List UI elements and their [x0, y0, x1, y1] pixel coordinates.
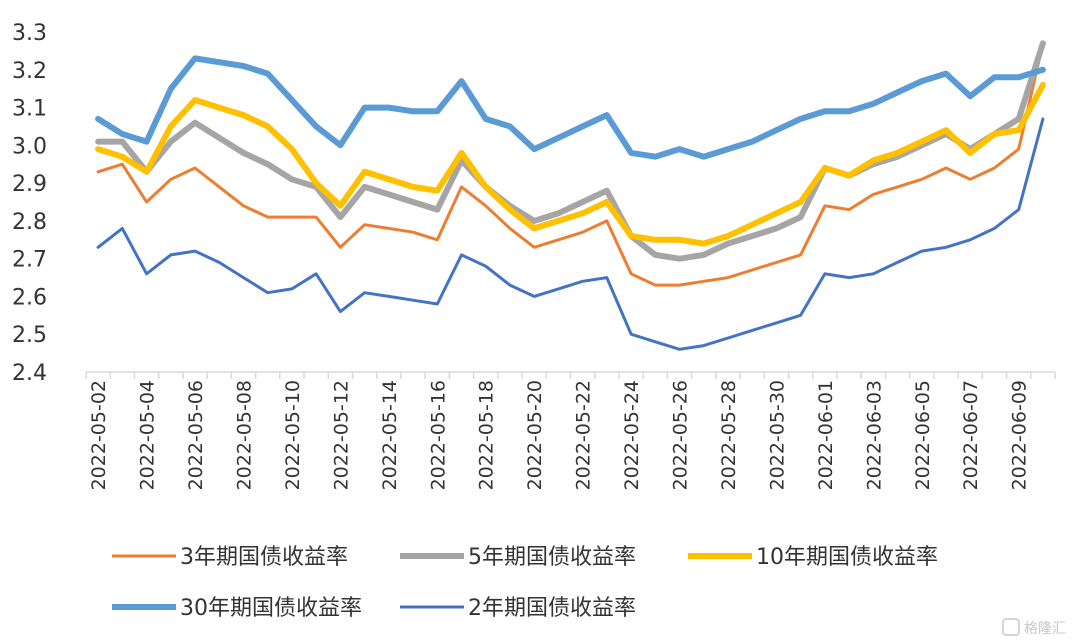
watermark: 格隆汇 [1002, 618, 1066, 637]
y-tick-label: 2.8 [12, 210, 47, 235]
legend-label: 5年期国债收益率 [468, 545, 636, 570]
y-axis-ticks: 2.4 2.5 2.6 2.7 2.8 2.9 3.0 3.1 3.2 3.3 [12, 21, 47, 386]
x-tick-label: 2022-05-16 [427, 380, 449, 490]
y-tick-label: 3.1 [12, 97, 47, 122]
series-line [96, 41, 1045, 287]
y-tick-label: 2.6 [12, 285, 47, 310]
y-tick-label: 3.2 [12, 59, 47, 84]
y-tick-label: 2.7 [12, 248, 47, 273]
x-tick-label: 2022-05-22 [573, 380, 595, 490]
x-tick-label: 2022-05-02 [88, 380, 110, 490]
x-axis-ticks: 2022-05-02 2022-05-04 2022-05-06 2022-05-08… [85, 372, 1056, 490]
x-tick-label: 2022-06-09 [1009, 380, 1031, 490]
x-tick-label: 2022-05-26 [670, 380, 692, 490]
legend-label: 2年期国债收益率 [468, 596, 636, 621]
y-tick-label: 2.5 [12, 323, 47, 348]
y-tick-label: 2.4 [12, 361, 47, 386]
x-tick-label: 2022-05-30 [766, 380, 788, 490]
legend-label: 3年期国债收益率 [180, 545, 348, 570]
watermark-logo-icon [1002, 618, 1020, 636]
x-tick-label: 2022-06-05 [912, 380, 934, 490]
legend: 3年期国债收益率 5年期国债收益率 10年期国债收益率 30年期国债收益率 2年期国债收… [112, 545, 938, 621]
x-tick-label: 2022-05-08 [233, 380, 255, 490]
series-line [95, 81, 1046, 247]
x-tick-label: 2022-05-12 [330, 380, 352, 490]
x-tick-label: 2022-05-20 [524, 380, 546, 490]
y-tick-label: 3.3 [12, 21, 47, 46]
x-tick-label: 2022-05-24 [621, 380, 643, 490]
series-lines [95, 40, 1046, 351]
x-tick-label: 2022-05-04 [137, 380, 159, 490]
x-tick-label: 2022-05-28 [718, 380, 740, 490]
x-tick-label: 2022-05-06 [185, 380, 207, 490]
x-tick-label: 2022-05-10 [282, 380, 304, 490]
x-tick-label: 2022-06-07 [960, 380, 982, 490]
series-line [95, 40, 1046, 262]
y-tick-label: 3.0 [12, 134, 47, 159]
y-tick-label: 2.9 [12, 172, 47, 197]
legend-label: 30年期国债收益率 [180, 596, 362, 621]
x-tick-label: 2022-06-03 [863, 380, 885, 490]
legend-label: 10年期国债收益率 [756, 545, 938, 570]
series-line [96, 117, 1045, 351]
watermark-text: 格隆汇 [1024, 621, 1066, 637]
x-tick-label: 2022-05-14 [379, 380, 401, 490]
x-tick-label: 2022-06-01 [815, 380, 837, 490]
x-tick-label: 2022-05-18 [476, 380, 498, 490]
series-line [95, 55, 1046, 160]
